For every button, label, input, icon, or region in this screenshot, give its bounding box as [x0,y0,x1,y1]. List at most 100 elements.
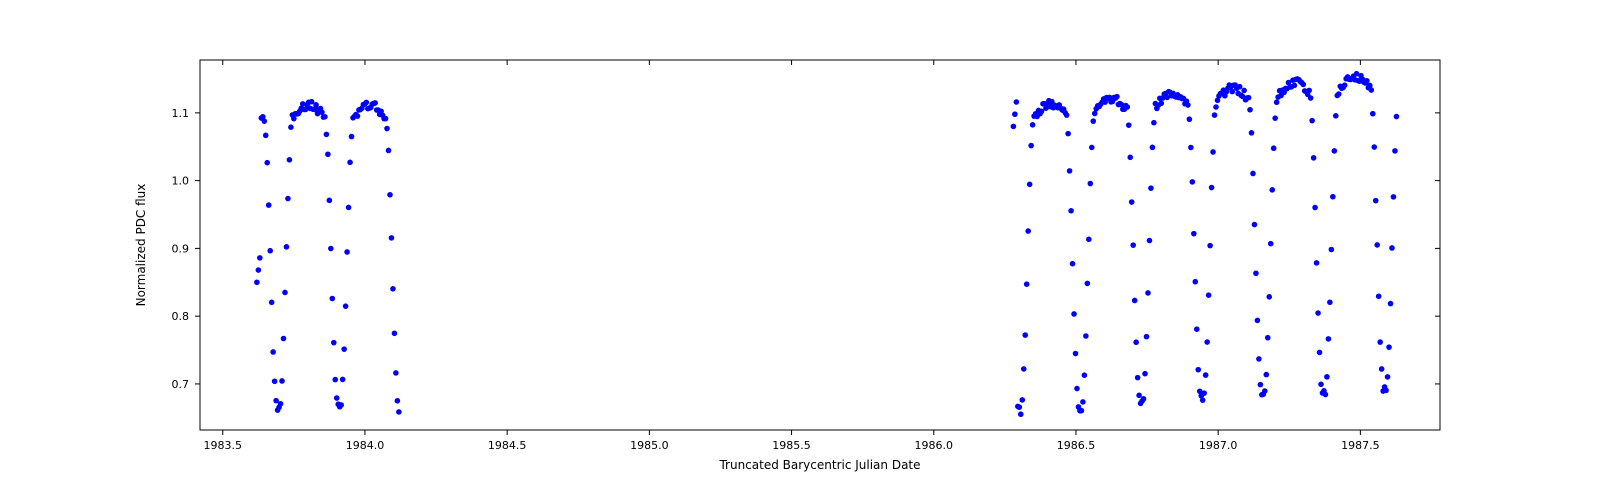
data-point [1265,335,1271,341]
data-point [1332,148,1338,154]
data-point [269,300,275,306]
data-point [1127,155,1133,161]
data-point [1089,145,1095,151]
y-tick-label: 1.0 [172,175,190,188]
data-point [1327,299,1333,305]
data-point [1204,339,1210,345]
data-point [270,349,276,355]
data-point [1151,120,1157,126]
data-point [1389,245,1395,251]
data-point [1385,374,1391,380]
data-point [1394,114,1400,120]
data-point [256,267,262,273]
data-point [1188,145,1194,151]
data-point [1237,84,1243,90]
data-point [1317,350,1323,356]
data-point [278,401,284,407]
data-point [1391,194,1397,200]
data-point [1318,382,1324,388]
x-axis-label: Truncated Barycentric Julian Date [718,458,920,472]
data-point [1333,113,1339,119]
data-point [1064,112,1070,118]
data-point [1065,131,1071,137]
data-point [1274,99,1280,105]
data-point [1247,107,1253,113]
data-point [1200,397,1206,403]
data-point [287,157,293,163]
data-point [1206,292,1212,298]
data-point [281,336,287,342]
data-point [1377,339,1383,345]
data-point [395,398,401,404]
data-point [1311,155,1317,161]
data-point [1246,95,1252,101]
data-point [1145,290,1151,296]
data-point [1083,333,1089,339]
data-point [1342,82,1348,88]
data-point [1073,351,1079,357]
data-point [1141,396,1147,402]
data-point [325,151,331,157]
data-point [1309,118,1315,124]
data-point [1269,187,1275,193]
data-point [1258,382,1264,388]
data-point [1213,104,1219,110]
y-tick-label: 0.7 [172,378,190,391]
data-point [1312,205,1318,211]
data-point [1255,318,1261,324]
data-point [1191,231,1197,237]
data-point [1379,366,1385,372]
data-point [272,378,278,384]
data-point [392,331,398,337]
data-point [1271,145,1277,151]
data-point [261,118,267,124]
data-point [1011,124,1017,130]
x-tick-label: 1986.0 [915,439,954,452]
x-tick-label: 1985.0 [630,439,669,452]
data-point [1306,88,1312,94]
data-point [1185,102,1191,108]
data-point [264,160,270,166]
data-point [1193,279,1199,285]
data-point [1027,182,1033,188]
data-point [364,100,370,106]
data-point [1383,388,1389,394]
data-point [1190,179,1196,185]
x-tick-label: 1984.5 [488,439,527,452]
data-point [1300,82,1306,88]
data-point [355,113,361,119]
data-point [1030,122,1036,128]
data-point [1187,116,1193,122]
data-point [1194,326,1200,332]
data-point [334,395,340,401]
data-point [1374,242,1380,248]
data-point [322,114,328,120]
data-point [1082,372,1088,378]
data-point [1147,238,1153,244]
data-point [1292,83,1298,89]
data-point [1085,281,1091,287]
data-point [1315,310,1321,316]
data-point [1158,100,1164,106]
data-point [1392,148,1398,154]
data-point [1080,399,1086,405]
data-point [254,279,260,285]
chart-svg: 1983.51984.01984.51985.01985.51986.01986… [0,0,1600,500]
data-point [266,202,272,208]
data-point [1370,111,1376,117]
data-point [1133,339,1139,345]
data-point [383,116,389,122]
data-point [346,205,352,211]
data-point [372,100,378,106]
data-point [1386,344,1392,350]
data-point [279,378,285,384]
data-point [1088,181,1094,187]
data-point [1012,111,1018,117]
data-point [1071,311,1077,317]
data-point [1132,298,1138,304]
data-point [1092,111,1098,117]
data-point [291,116,297,122]
x-tick-label: 1984.0 [346,439,385,452]
data-point [1329,247,1335,253]
data-point [393,370,399,376]
